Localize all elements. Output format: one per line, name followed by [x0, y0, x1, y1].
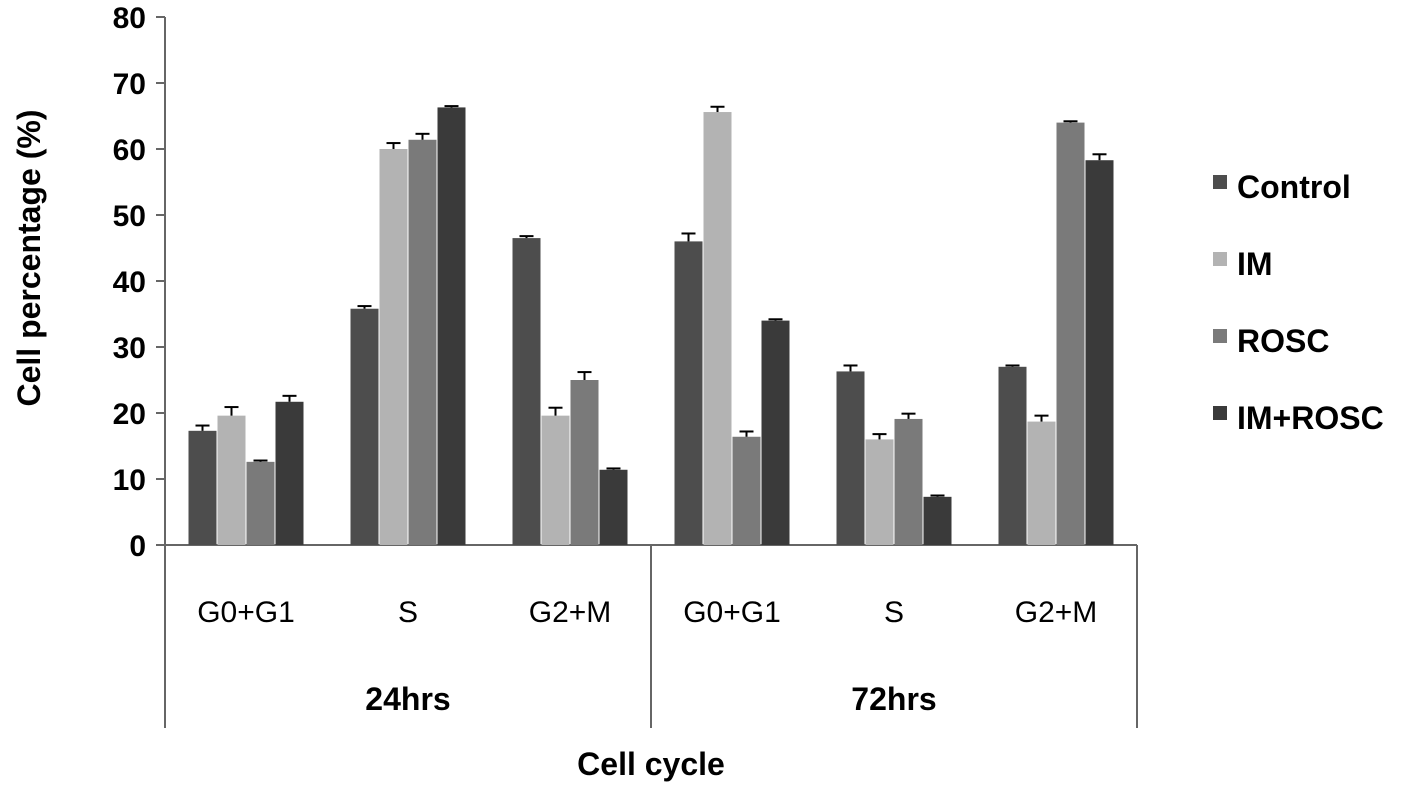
bar-im: [1027, 421, 1056, 545]
x-tick-label: G0+G1: [683, 596, 781, 629]
y-tick-label: 60: [113, 134, 146, 167]
bar-control: [512, 238, 541, 545]
bar-im-rosc: [761, 320, 790, 545]
bar-control: [188, 430, 217, 545]
y-tick-label: 80: [113, 2, 146, 35]
bar-im: [703, 112, 732, 545]
legend-label: ROSC: [1237, 323, 1329, 359]
y-tick-label: 20: [113, 398, 146, 431]
bar-control: [350, 308, 379, 545]
x-tick-label: S: [884, 596, 904, 629]
bar-control: [836, 371, 865, 545]
bar-im-rosc: [599, 469, 628, 545]
y-tick-label: 50: [113, 200, 146, 233]
x-tick-label: G2+M: [1015, 596, 1098, 629]
group-label: 72hrs: [851, 681, 936, 717]
group-label: 24hrs: [365, 681, 450, 717]
x-tick-label: G2+M: [529, 596, 612, 629]
bar-rosc: [246, 461, 275, 545]
bar-control: [674, 241, 703, 545]
y-tick-label: 30: [113, 332, 146, 365]
legend-label: Control: [1237, 169, 1351, 205]
y-tick-label: 0: [129, 530, 146, 563]
y-tick-label: 10: [113, 464, 146, 497]
legend-swatch: [1213, 175, 1227, 189]
x-tick-label: S: [398, 596, 418, 629]
bar-rosc: [408, 139, 437, 545]
x-tick-label: G0+G1: [197, 596, 295, 629]
bar-im-rosc: [1085, 160, 1114, 545]
y-tick-label: 40: [113, 266, 146, 299]
legend-swatch: [1213, 329, 1227, 343]
bar-im-rosc: [275, 401, 304, 545]
bar-im: [217, 415, 246, 545]
legend-swatch: [1213, 406, 1227, 420]
bar-im-rosc: [437, 107, 466, 546]
x-axis-title: Cell cycle: [577, 746, 725, 782]
y-axis-title: Cell percentage (%): [11, 110, 47, 407]
legend-label: IM: [1237, 246, 1273, 282]
bar-im-rosc: [923, 496, 952, 545]
bar-im: [865, 439, 894, 545]
bar-control: [998, 366, 1027, 545]
bar-rosc: [570, 380, 599, 545]
legend: Control IM ROSC IM+ROSC: [1213, 169, 1384, 436]
bar-im: [379, 149, 408, 545]
bar-rosc: [894, 418, 923, 545]
bar-rosc: [732, 436, 761, 545]
legend-label: IM+ROSC: [1237, 400, 1384, 436]
bar-rosc: [1056, 122, 1085, 545]
y-tick-label: 70: [113, 68, 146, 101]
bar-im: [541, 415, 570, 545]
legend-swatch: [1213, 252, 1227, 266]
